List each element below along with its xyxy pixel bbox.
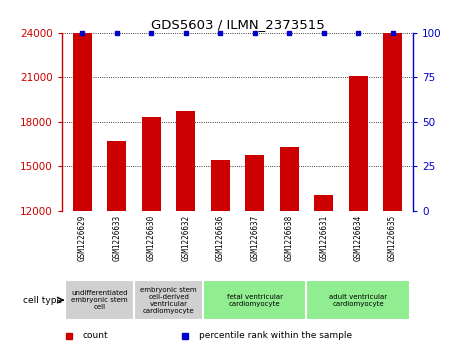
Text: GSM1226635: GSM1226635 — [388, 214, 397, 261]
Text: embryonic stem
cell-derived
ventricular
cardiomyocyte: embryonic stem cell-derived ventricular … — [140, 287, 197, 314]
Bar — [314, 195, 333, 363]
Bar — [349, 76, 368, 363]
Text: GSM1226630: GSM1226630 — [147, 214, 156, 261]
Bar — [176, 111, 195, 363]
Text: GSM1226629: GSM1226629 — [78, 214, 87, 261]
Text: percentile rank within the sample: percentile rank within the sample — [199, 331, 352, 340]
Bar — [134, 280, 203, 320]
Text: GSM1226637: GSM1226637 — [250, 214, 259, 261]
Bar — [245, 155, 264, 363]
Text: GSM1226636: GSM1226636 — [216, 214, 225, 261]
Bar — [65, 280, 134, 320]
Text: GSM1226632: GSM1226632 — [181, 214, 190, 261]
Text: adult ventricular
cardiomyocyte: adult ventricular cardiomyocyte — [329, 294, 387, 307]
Text: cell type: cell type — [23, 295, 62, 305]
Text: count: count — [83, 331, 108, 340]
Bar — [107, 141, 126, 363]
Text: GSM1226633: GSM1226633 — [113, 214, 122, 261]
Bar — [203, 280, 306, 320]
Bar — [306, 280, 410, 320]
Title: GDS5603 / ILMN_2373515: GDS5603 / ILMN_2373515 — [151, 19, 324, 32]
Bar — [73, 33, 92, 363]
Text: undifferentiated
embryonic stem
cell: undifferentiated embryonic stem cell — [71, 290, 128, 310]
Bar — [383, 33, 402, 363]
Text: GSM1226638: GSM1226638 — [285, 214, 294, 261]
Bar — [211, 160, 230, 363]
Text: GSM1226634: GSM1226634 — [353, 214, 362, 261]
Text: GSM1226631: GSM1226631 — [319, 214, 328, 261]
Text: fetal ventricular
cardiomyocyte: fetal ventricular cardiomyocyte — [227, 294, 283, 307]
Bar — [280, 147, 299, 363]
Bar — [142, 117, 161, 363]
